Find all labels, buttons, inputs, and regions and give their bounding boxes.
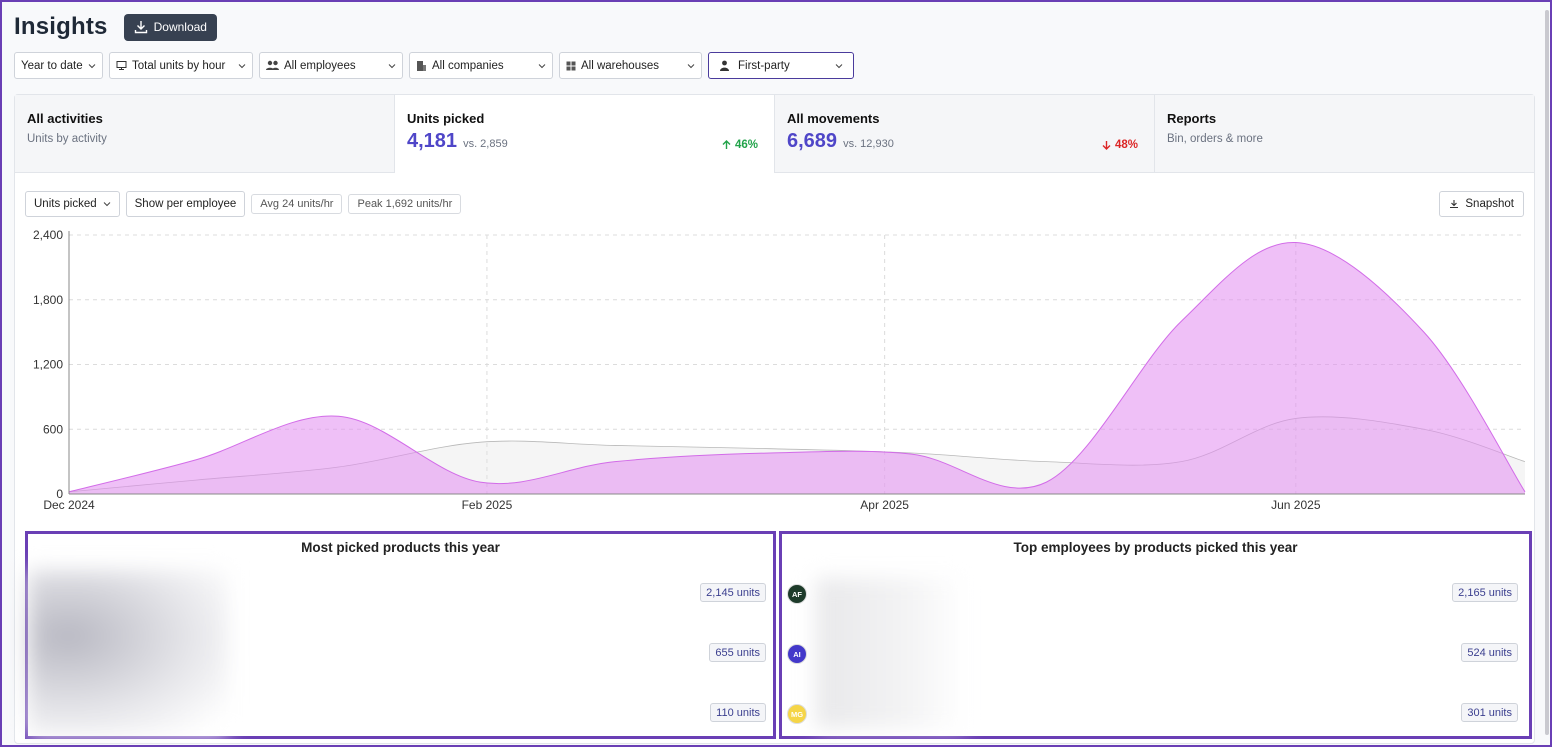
- date-range-select[interactable]: Year to date: [14, 52, 103, 79]
- tab-all-activities[interactable]: All activities Units by activity: [15, 95, 395, 173]
- tab-units-picked[interactable]: Units picked 4,181 vs. 2,859 46%: [395, 95, 775, 173]
- tab-title: Units picked: [407, 111, 485, 126]
- page-title: Insights: [14, 13, 108, 40]
- per-employee-button[interactable]: Show per employee: [125, 191, 246, 217]
- tab-value: 6,689: [787, 130, 838, 152]
- top-employees-panel: Top employees by products picked this ye…: [779, 531, 1532, 739]
- tab-title: Reports: [1167, 111, 1217, 126]
- date-range-label: Year to date: [21, 59, 83, 72]
- y-tick-label: 1,800: [33, 293, 63, 307]
- warehouses-select[interactable]: All warehouses: [559, 52, 702, 79]
- party-select[interactable]: First-party: [708, 52, 854, 79]
- y-tick-label: 600: [43, 422, 63, 436]
- filter-bar: Year to date Total units by hour All emp…: [14, 52, 854, 79]
- panel-title: Most picked products this year: [301, 540, 500, 555]
- tab-all-movements[interactable]: All movements 6,689 vs. 12,930 48%: [775, 95, 1155, 173]
- employees-select[interactable]: All employees: [259, 52, 403, 79]
- x-tick-label: Jun 2025: [1271, 498, 1321, 512]
- download-label: Download: [153, 20, 207, 34]
- building-icon: [417, 60, 426, 71]
- y-tick-label: 2,400: [33, 228, 63, 242]
- employees-label: All employees: [284, 59, 356, 72]
- warehouses-label: All warehouses: [581, 59, 659, 72]
- x-tick-label: Apr 2025: [860, 498, 909, 512]
- y-tick-label: 1,200: [33, 358, 63, 372]
- chevron-down-icon: [687, 63, 695, 68]
- tray-icon: [116, 61, 127, 70]
- download-icon: [1450, 200, 1459, 209]
- y-tick-label: 0: [56, 487, 63, 501]
- tab-subtitle: Units by activity: [27, 133, 107, 145]
- units-badge: 2,165 units: [1452, 583, 1518, 602]
- companies-select[interactable]: All companies: [409, 52, 553, 79]
- units-metric-select[interactable]: Total units by hour: [109, 52, 253, 79]
- tab-value: 4,181: [407, 130, 458, 152]
- change-badge: 48%: [1102, 139, 1138, 151]
- chevron-down-icon: [103, 202, 110, 207]
- units-badge: 2,145 units: [700, 583, 766, 602]
- series-line: [68, 242, 1526, 493]
- peak-chip: Peak 1,692 units/hr: [348, 194, 462, 214]
- units-badge: 301 units: [1461, 703, 1518, 722]
- avatar-initials: AF: [792, 589, 802, 599]
- metric-select-label: Units picked: [34, 198, 97, 210]
- units-badge: 524 units: [1461, 643, 1518, 662]
- tab-comparison: vs. 2,859: [463, 138, 508, 150]
- chevron-down-icon: [388, 63, 396, 68]
- employee-names-placeholder: [816, 578, 966, 728]
- download-icon: [134, 21, 147, 34]
- tab-comparison: vs. 12,930: [843, 138, 894, 150]
- users-icon: [266, 60, 279, 70]
- change-badge: 46%: [722, 139, 758, 151]
- page-header: Insights Download: [14, 12, 217, 42]
- tab-title: All movements: [787, 111, 880, 126]
- scrollbar[interactable]: [1545, 10, 1549, 735]
- insights-card: All activities Units by activity Units p…: [14, 94, 1535, 744]
- download-button[interactable]: Download: [123, 13, 217, 41]
- change-value: 46%: [734, 139, 758, 151]
- x-tick-label: Dec 2024: [43, 498, 95, 512]
- grid-icon: [566, 61, 576, 70]
- series-area: [69, 242, 1525, 494]
- tab-title: All activities: [27, 111, 103, 126]
- chevron-down-icon: [238, 63, 246, 68]
- metric-select[interactable]: Units picked: [25, 191, 120, 217]
- x-tick-label: Feb 2025: [462, 498, 513, 512]
- chevron-down-icon: [88, 63, 96, 68]
- product-image-placeholder: [28, 570, 228, 735]
- companies-label: All companies: [432, 59, 504, 72]
- change-value: 48%: [1114, 139, 1138, 151]
- tab-reports[interactable]: Reports Bin, orders & more: [1155, 95, 1534, 173]
- chart-toolbar: Units picked Show per employee Avg 24 un…: [25, 191, 462, 217]
- panel-title: Top employees by products picked this ye…: [1013, 540, 1298, 555]
- arrow-down-icon: [1102, 141, 1111, 150]
- arrow-up-icon: [722, 140, 731, 149]
- units-metric-label: Total units by hour: [132, 59, 226, 72]
- chevron-down-icon: [538, 63, 546, 68]
- snapshot-button[interactable]: Snapshot: [1439, 191, 1524, 217]
- avatar: AI: [787, 644, 807, 664]
- avatar: AF: [787, 584, 807, 604]
- units-chart: 0 600 1,200 1,800 2,400 Dec 2024 Feb 2025 Apr 2…: [33, 228, 1526, 512]
- snapshot-label: Snapshot: [1465, 198, 1514, 210]
- units-badge: 110 units: [710, 703, 766, 722]
- avatar: MG: [787, 704, 807, 724]
- most-picked-products-panel: Most picked products this year 2,145 uni…: [25, 531, 776, 739]
- avg-chip: Avg 24 units/hr: [251, 194, 343, 214]
- avatar-initials: AI: [793, 649, 801, 659]
- per-employee-label: Show per employee: [134, 198, 237, 210]
- avatar-initials: MG: [790, 709, 804, 719]
- chevron-down-icon: [835, 63, 843, 68]
- units-badge: 655 units: [709, 643, 766, 662]
- party-label: First-party: [738, 59, 790, 72]
- tab-subtitle: Bin, orders & more: [1167, 133, 1263, 145]
- person-icon: [720, 60, 729, 71]
- metric-tabs: All activities Units by activity Units p…: [15, 95, 1534, 173]
